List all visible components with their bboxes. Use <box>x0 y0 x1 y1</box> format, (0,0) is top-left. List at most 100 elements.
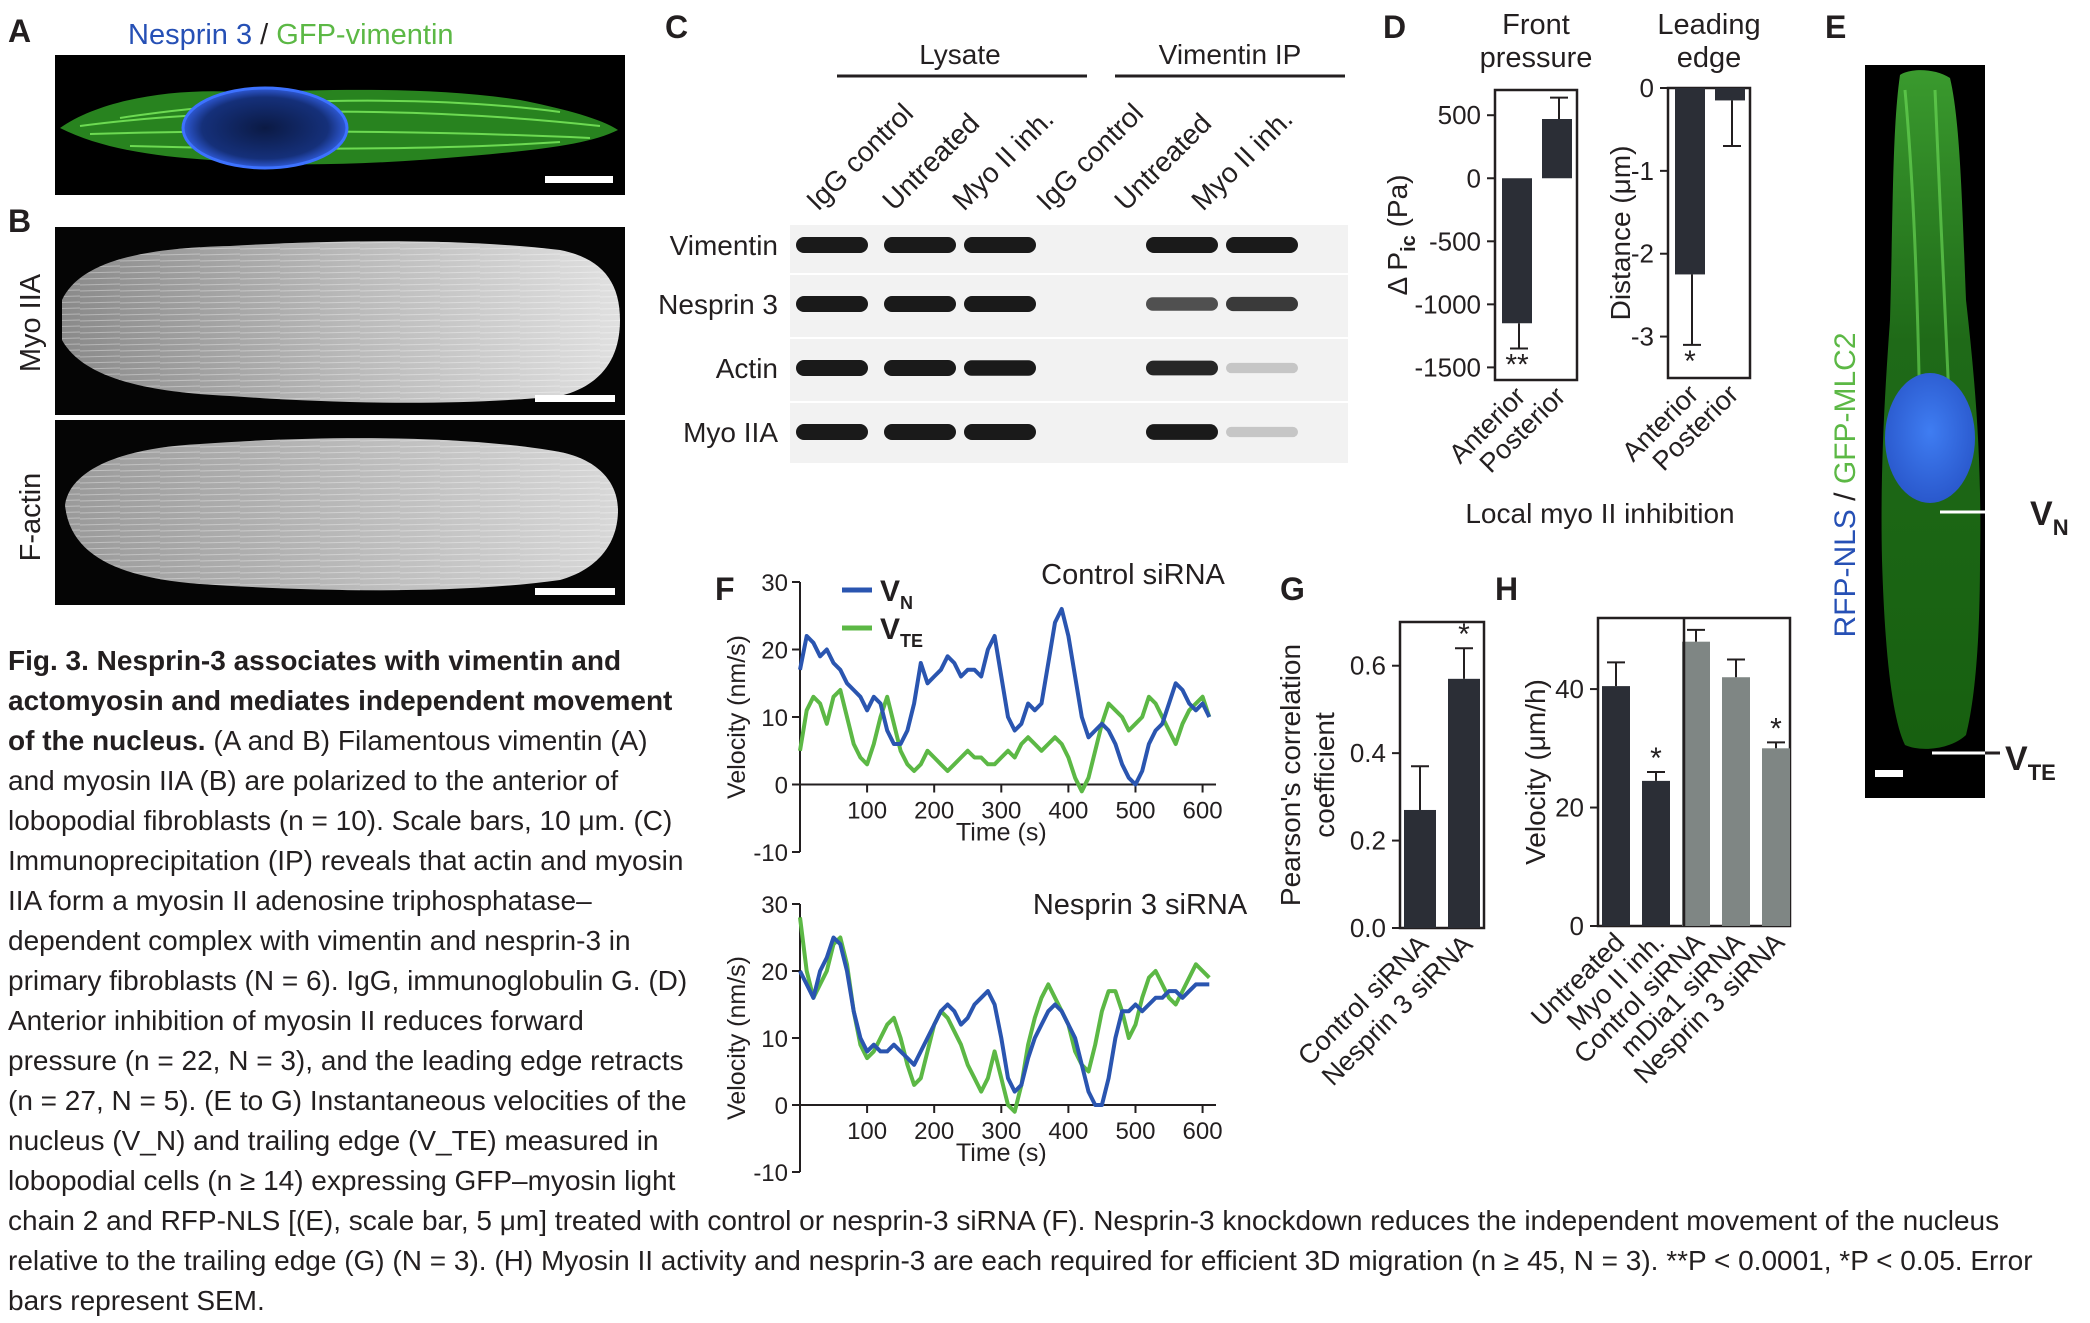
panel-e-label: RFP-NLS / GFP-MLC2 <box>1829 332 1862 637</box>
blot-band <box>1146 360 1218 376</box>
panel-letter-d: D <box>1383 9 1406 45</box>
y-tick-label: 500 <box>1438 100 1481 130</box>
blot-band <box>1146 297 1218 311</box>
y-axis-label: Distance (μm) <box>1605 146 1636 321</box>
x-tick-label: 400 <box>1048 1118 1088 1145</box>
caption-bottom: chain 2 and RFP-NLS [(E), scale bar, 5 μ… <box>8 1205 2033 1316</box>
blot-band <box>796 424 868 440</box>
vte-label: VTE <box>2005 740 2056 785</box>
x-tick-label: 400 <box>1048 798 1088 825</box>
panel-e: E RFP-NLS / GFP-MLC2 VN VTE <box>1825 9 2069 798</box>
panel-e-label-blue: RFP-NLS <box>1829 509 1862 637</box>
y-tick-label: 0 <box>1467 163 1481 193</box>
y-axis-label: Velocity (nm/s) <box>723 956 751 1120</box>
y-tick-label: 30 <box>761 892 788 919</box>
blot-row-label: Vimentin <box>670 230 778 261</box>
y-tick-label: 0.2 <box>1350 826 1386 856</box>
y-tick-label: -10 <box>753 1160 788 1187</box>
scale-bar-b-bottom <box>535 588 615 595</box>
x-tick-label: 200 <box>914 1118 954 1145</box>
chart-title: Control siRNA <box>1041 559 1225 591</box>
blot-band <box>1226 426 1298 438</box>
bar <box>1682 641 1710 926</box>
panel-letter-h: H <box>1495 571 1518 607</box>
significance-mark: * <box>1684 345 1696 378</box>
series-line <box>798 917 1211 1114</box>
panel-b-row2-label: F-actin <box>15 473 47 562</box>
blot-band <box>884 424 956 440</box>
panel-letter-f: F <box>715 571 735 607</box>
blot-band <box>796 296 868 312</box>
x-tick-label: 600 <box>1183 798 1223 825</box>
panel-a: A Nesprin 3 / GFP-vimentin <box>8 13 625 195</box>
y-tick-label: 20 <box>761 959 788 986</box>
significance-mark: * <box>1458 618 1470 651</box>
y-tick-label: 0.4 <box>1350 738 1386 768</box>
legend-entry: VTE <box>880 613 923 651</box>
panel-b-row1-label: Myo IIA <box>15 273 47 372</box>
plot-frame <box>1666 86 1752 380</box>
micrograph-e-nucleus <box>1885 373 1975 503</box>
significance-mark: * <box>1770 712 1782 745</box>
blot-band <box>884 237 956 253</box>
panel-b: B Myo IIA F-actin <box>8 203 625 605</box>
y-tick-label: -1500 <box>1415 352 1482 382</box>
panel-a-label-sep: / <box>252 19 276 51</box>
chart-title: Leading <box>1657 9 1760 41</box>
bar <box>1722 677 1750 926</box>
caption-left-body: (A and B) Filamentous vimentin (A) and m… <box>8 725 688 1196</box>
caption-title: Fig. 3. Nesprin-3 associates with viment… <box>8 645 673 756</box>
x-tick-label: 100 <box>847 798 887 825</box>
blot-group-lysate: Lysate <box>919 39 1000 70</box>
y-tick-label: -1000 <box>1415 289 1482 319</box>
panel-e-label-sep: / <box>1829 484 1862 509</box>
bar <box>1404 809 1436 928</box>
blot-rows: Vimentin Nesprin 3 Actin Myo IIA <box>658 230 1348 448</box>
y-tick-label: -10 <box>753 840 788 867</box>
y-tick-label: -500 <box>1429 226 1481 256</box>
blot-group-ip: Vimentin IP <box>1159 39 1302 70</box>
x-tick-label: 100 <box>847 1118 887 1145</box>
blot-band <box>796 360 868 376</box>
blot-row-label: Myo IIA <box>683 417 778 448</box>
y-tick-label: -1 <box>1631 156 1654 186</box>
y-tick-label: 0 <box>1640 73 1654 103</box>
scale-bar-e <box>1875 770 1903 777</box>
blot-band <box>1146 237 1218 253</box>
x-tick-label: 600 <box>1183 1118 1223 1145</box>
y-tick-label: -3 <box>1631 322 1654 352</box>
panel-letter-a: A <box>8 13 31 49</box>
panel-a-label: Nesprin 3 / GFP-vimentin <box>128 19 454 51</box>
panel-g: G 0.6 0.4 0.2 0.0 Pearson's correlation coeff… <box>1275 571 1486 1091</box>
panel-c: C Lysate Vimentin IP IgG controlUntreate… <box>658 9 1348 463</box>
series-line <box>798 935 1210 1107</box>
bar <box>1762 748 1790 926</box>
y-axis-label: Δ Pic (Pa) <box>1382 175 1420 296</box>
y-axis-label: coefficient <box>1309 712 1340 838</box>
y-axis-label: Pearson's correlation <box>1275 644 1306 906</box>
caption-left: Fig. 3. Nesprin-3 associates with viment… <box>8 641 698 1201</box>
y-tick-label: 40 <box>1555 674 1584 704</box>
chart-pearson: 0.6 0.4 0.2 0.0 Pearson's correlation coeffic… <box>1275 618 1486 1091</box>
blot-band <box>1146 424 1218 440</box>
blot-band <box>884 296 956 312</box>
y-tick-label: 10 <box>761 705 788 732</box>
panel-letter-c: C <box>665 9 688 45</box>
bar <box>1675 88 1705 275</box>
y-axis-label: Velocity (nm/s) <box>723 635 751 799</box>
blot-row-label: Actin <box>716 353 778 384</box>
y-tick-label: 0.0 <box>1350 913 1386 943</box>
blot-band <box>796 237 868 253</box>
series-line <box>798 607 1212 787</box>
x-tick-label: 500 <box>1115 1118 1155 1145</box>
blot-band <box>1226 237 1298 253</box>
panel-letter-g: G <box>1280 571 1305 607</box>
